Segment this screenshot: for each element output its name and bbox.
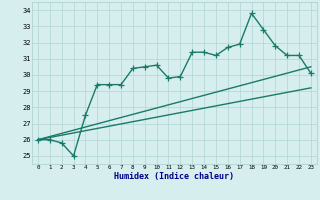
X-axis label: Humidex (Indice chaleur): Humidex (Indice chaleur) [115, 172, 234, 181]
